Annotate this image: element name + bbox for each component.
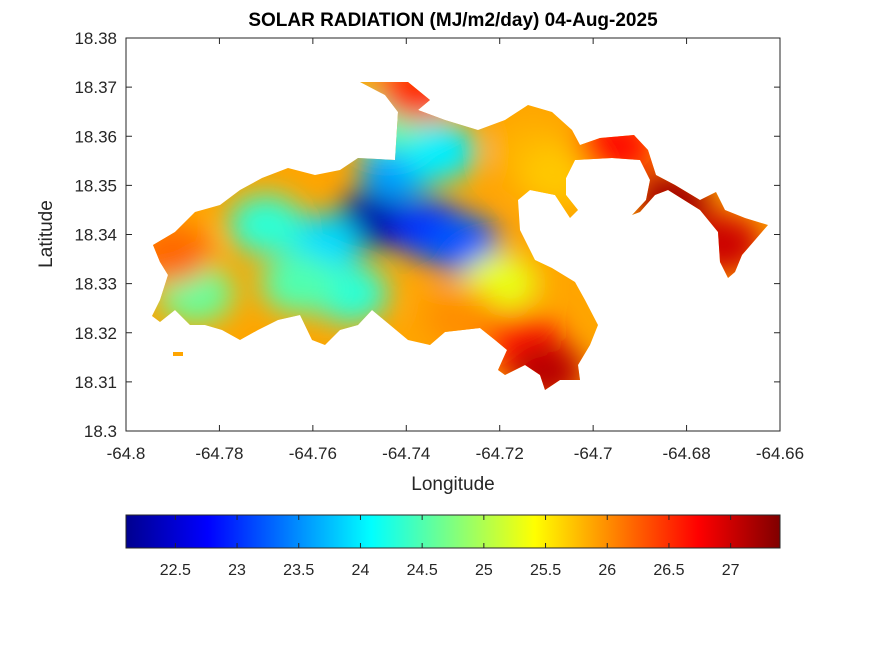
colorbar-tick-label: 25.5 — [530, 562, 561, 579]
x-tick-label: -64.76 — [289, 444, 337, 463]
colorbar-tick-label: 22.5 — [160, 562, 191, 579]
y-tick-label: 18.34 — [74, 226, 117, 245]
heatmap-region-9 — [260, 253, 337, 314]
x-tick-label: -64.78 — [195, 444, 243, 463]
colorbar-tick-label: 23.5 — [283, 562, 314, 579]
y-tick-label: 18.3 — [84, 422, 117, 441]
colorbar-tick-label: 24 — [352, 562, 370, 579]
colorbar-gradient — [125, 514, 781, 549]
colorbar-ticks: 22.5 23 23.5 24 24.5 25 25.5 26 26.5 27 — [160, 515, 740, 579]
y-tick-label: 18.33 — [74, 275, 117, 294]
x-tick-label: -64.7 — [574, 444, 613, 463]
x-tick-label: -64.66 — [756, 444, 804, 463]
y-axis-ticks: 18.3 18.31 18.32 18.33 18.34 18.35 18.36 18.37 1… — [74, 29, 780, 441]
x-tick-label: -64.8 — [107, 444, 146, 463]
x-axis-label: Longitude — [411, 474, 494, 495]
colorbar-tick-label: 26.5 — [653, 562, 684, 579]
heatmap-region-6 — [228, 194, 305, 255]
colorbar-tick-label: 26 — [598, 562, 616, 579]
y-tick-label: 18.38 — [74, 29, 117, 48]
colorbar: 22.5 23 23.5 24 24.5 25 25.5 26 26.5 27 — [125, 514, 781, 579]
y-tick-label: 18.37 — [74, 78, 117, 97]
x-axis-ticks: -64.8 -64.78 -64.76 -64.74 -64.72 -64.7 -64.68… — [107, 38, 804, 463]
colorbar-tick-label: 24.5 — [407, 562, 438, 579]
y-tick-label: 18.36 — [74, 127, 117, 146]
y-tick-label: 18.32 — [74, 324, 117, 343]
colorbar-tick-label: 23 — [228, 562, 246, 579]
y-tick-label: 18.35 — [74, 176, 117, 195]
x-tick-label: -64.72 — [476, 444, 524, 463]
x-tick-label: -64.68 — [662, 444, 710, 463]
y-tick-label: 18.31 — [74, 373, 117, 392]
colorbar-tick-label: 25 — [475, 562, 493, 579]
chart-title: SOLAR RADIATION (MJ/m2/day) 04-Aug-2025 — [248, 10, 658, 31]
y-axis-label: Latitude — [36, 200, 57, 268]
x-tick-label: -64.74 — [382, 444, 430, 463]
colorbar-tick-label: 27 — [722, 562, 740, 579]
